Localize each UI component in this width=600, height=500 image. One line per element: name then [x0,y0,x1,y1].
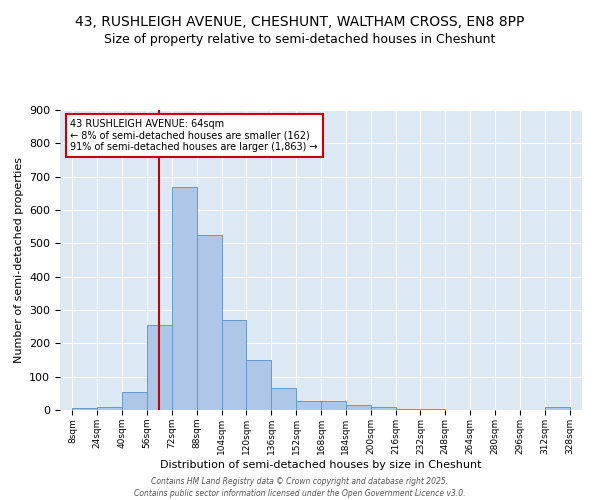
Bar [271,388,296,410]
Bar [421,409,445,410]
Bar [147,325,172,410]
Bar [545,408,569,410]
Bar [197,235,221,410]
Text: 43 RUSHLEIGH AVENUE: 64sqm
← 8% of semi-detached houses are smaller (162)
91% of: 43 RUSHLEIGH AVENUE: 64sqm ← 8% of semi-… [70,119,318,152]
Text: Size of property relative to semi-detached houses in Cheshunt: Size of property relative to semi-detach… [104,32,496,46]
Bar [346,405,371,410]
Bar [221,320,247,410]
Bar [172,186,197,410]
Y-axis label: Number of semi-detached properties: Number of semi-detached properties [14,157,23,363]
Bar [395,409,421,410]
Text: Contains HM Land Registry data © Crown copyright and database right 2025.
Contai: Contains HM Land Registry data © Crown c… [134,476,466,498]
Bar [122,392,147,410]
Bar [371,406,395,410]
X-axis label: Distribution of semi-detached houses by size in Cheshunt: Distribution of semi-detached houses by … [160,460,482,469]
Bar [247,360,271,410]
Text: 43, RUSHLEIGH AVENUE, CHESHUNT, WALTHAM CROSS, EN8 8PP: 43, RUSHLEIGH AVENUE, CHESHUNT, WALTHAM … [76,15,524,29]
Bar [97,406,122,410]
Bar [73,408,97,410]
Bar [321,401,346,410]
Bar [296,401,321,410]
